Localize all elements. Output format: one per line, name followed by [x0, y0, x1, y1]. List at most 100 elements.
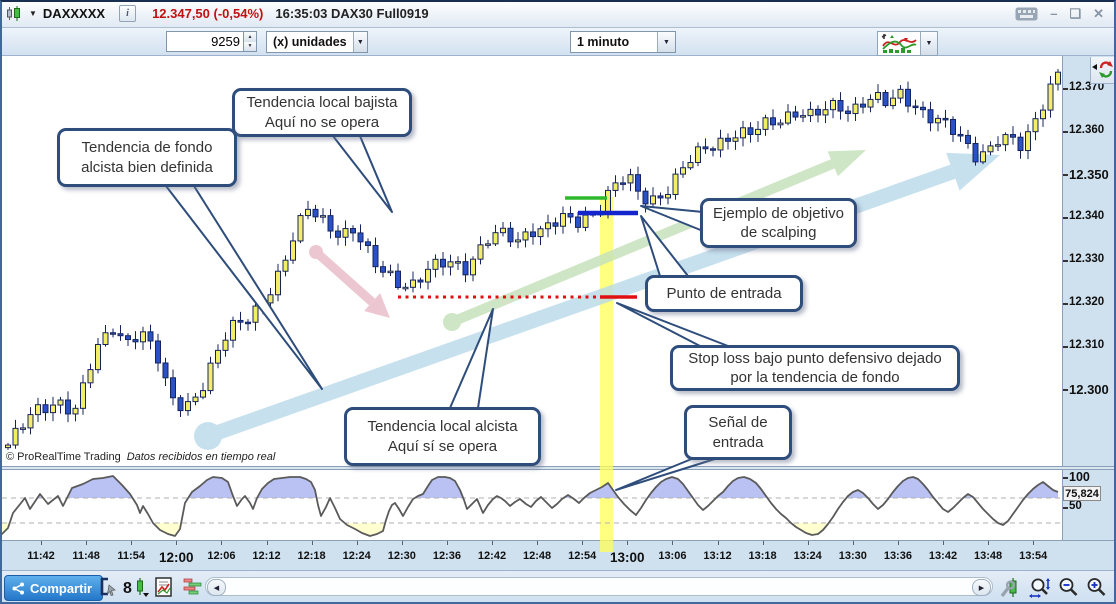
keyboard-icon[interactable] [1015, 7, 1038, 21]
share-button[interactable]: Compartir [4, 575, 104, 601]
time-tick [672, 541, 674, 545]
time-tick [41, 541, 42, 545]
time-axis-label: 13:06 [658, 550, 687, 562]
zoom-in-button[interactable] [1083, 575, 1109, 600]
chevron-down-icon[interactable]: ▼ [657, 32, 675, 52]
timeframe-dropdown[interactable]: 1 minuto ▼ [570, 31, 676, 53]
timeframe-dropdown-label: 1 minuto [577, 35, 630, 49]
spinner-down-icon[interactable]: ▼ [244, 41, 256, 51]
oscillator-tick [1063, 507, 1068, 509]
time-tick [897, 541, 899, 545]
sync-refresh-icon[interactable] [1091, 58, 1115, 82]
price-tick [1063, 260, 1068, 262]
session-info: 16:35:03 DAX30 Full0919 [275, 6, 429, 21]
oscillator-axis: 100 50 [1062, 470, 1115, 540]
eight-candle-icon: 8 [123, 578, 149, 597]
chevron-down-icon[interactable]: ▼ [352, 32, 367, 52]
price-tick [1063, 88, 1068, 90]
signal-band-main [600, 197, 613, 466]
time-axis-label: 11:54 [117, 550, 145, 562]
time-axis-label: 12:24 [342, 550, 371, 562]
time-axis: 11:42 11:48 11:54 12:00 12:06 12:12 12:18 12:24… [2, 540, 1114, 571]
oscillator-line [2, 475, 1059, 537]
oscillator-axis-label: 50 [1069, 500, 1082, 512]
quantity-control: ▲ ▼ [166, 31, 257, 52]
callout-tendencia-local-bajista[interactable]: Tendencia local bajista Aquí no se opera [232, 88, 412, 137]
callout-punto-entrada[interactable]: Punto de entrada [645, 275, 803, 312]
chevron-down-icon[interactable]: ▼ [920, 32, 937, 55]
spinner-up-icon[interactable]: ▲ [244, 32, 256, 42]
maximize-button[interactable]: ❑ [1069, 6, 1082, 21]
time-axis-label: 13:24 [793, 550, 822, 562]
time-axis-label: 11:42 [27, 550, 55, 562]
oscillator-panel[interactable] [2, 470, 1062, 540]
zoom-in-icon [1087, 578, 1105, 596]
callout-stop-loss[interactable]: Stop loss bajo punto defensivo dejado po… [670, 345, 960, 391]
unit-dropdown[interactable]: (x) unidades ▼ [266, 31, 368, 53]
time-tick [627, 541, 629, 545]
copyright-note: © ProRealTime Trading Datos recibidos en … [6, 451, 275, 463]
callout-senal-entrada[interactable]: Señal de entrada [684, 405, 792, 460]
callout-tendencia-de-fondo[interactable]: Tendencia de fondo alcista bien definida [57, 128, 237, 187]
quantity-input[interactable] [166, 31, 244, 52]
realtime-note: Datos recibidos en tiempo real [126, 451, 276, 463]
time-tick [807, 541, 809, 545]
copyright-text: © ProRealTime Trading [6, 451, 121, 463]
callout-objetivo-scalping[interactable]: Ejemplo de objetivo de scalping [700, 198, 857, 248]
bracket-cursor-icon [100, 577, 116, 596]
price-axis-label: 12.300 [1069, 382, 1109, 397]
time-tick [131, 541, 133, 545]
price-axis-label: 12.330 [1069, 253, 1105, 265]
price-axis-label: 12.350 [1069, 167, 1109, 182]
scroll-right-icon[interactable]: ▶ [972, 579, 991, 596]
time-tick [762, 541, 764, 545]
screenshot-selection-button[interactable] [96, 575, 120, 600]
time-tick [1033, 541, 1035, 545]
time-axis-label: 12:00 [159, 550, 194, 565]
time-axis-label: 12:48 [523, 550, 552, 562]
info-icon[interactable]: i [119, 5, 137, 22]
data-sync-tab [1090, 57, 1115, 84]
time-axis-label: 12:06 [207, 550, 236, 562]
scroll-left-icon[interactable]: ◀ [207, 579, 226, 596]
price-tick [1063, 346, 1068, 348]
news-document-icon [155, 577, 172, 597]
panel-divider[interactable] [2, 466, 1114, 470]
price-tick [1063, 217, 1068, 219]
close-button[interactable]: ✕ [1093, 6, 1104, 21]
time-axis-label: 13:30 [838, 550, 867, 562]
price-axis[interactable]: 12.370 12.360 12.350 12.340 12.330 12.320 12.3… [1062, 56, 1115, 466]
symbol-name: DAXXXXX [42, 6, 106, 21]
order-book-button[interactable] [180, 575, 206, 600]
time-tick [943, 541, 944, 545]
time-tick [537, 541, 539, 545]
time-axis-label: 13:36 [883, 550, 912, 562]
time-tick [717, 541, 719, 545]
minimize-button[interactable]: – [1050, 6, 1058, 21]
share-button-label: Compartir [30, 580, 93, 596]
chart-settings-button[interactable] [997, 575, 1021, 600]
time-axis-label: 12:36 [432, 550, 461, 562]
last-price: 12.347,50 (-0,54%) [152, 6, 264, 21]
time-tick [492, 541, 493, 545]
news-button[interactable] [152, 575, 176, 600]
price-axis-label: 12.360 [1069, 124, 1105, 136]
chart-scrollbar[interactable]: ◀ ▶ [205, 577, 993, 596]
price-axis-label: 12.310 [1069, 339, 1105, 351]
zoom-fit-button[interactable] [1027, 575, 1053, 600]
order-book-icon [183, 578, 202, 595]
time-axis-label: 13:54 [1019, 550, 1048, 562]
tick-zoom-button[interactable]: 8 [122, 575, 150, 600]
top-toolbar: ▲ ▼ (x) unidades ▼ 1 minuto ▼ [0, 28, 1116, 84]
zoom-out-button[interactable] [1055, 575, 1081, 600]
chart-type-button[interactable]: ▼ [877, 31, 938, 56]
main-price-chart[interactable] [2, 56, 1062, 466]
time-tick [311, 541, 313, 545]
oscillator-overbought-fill [25, 476, 1058, 498]
price-tick [1063, 174, 1068, 176]
title-bar: ▼ DAXXXXX i 12.347,50 (-0,54%) 16:35:03 … [0, 0, 1116, 28]
callout-tendencia-local-alcista[interactable]: Tendencia local alcista Aquí sí se opera [344, 407, 541, 466]
symbol-dropdown-caret[interactable]: ▼ [29, 9, 37, 18]
time-tick [266, 541, 268, 545]
time-axis-label: 13:18 [748, 550, 777, 562]
